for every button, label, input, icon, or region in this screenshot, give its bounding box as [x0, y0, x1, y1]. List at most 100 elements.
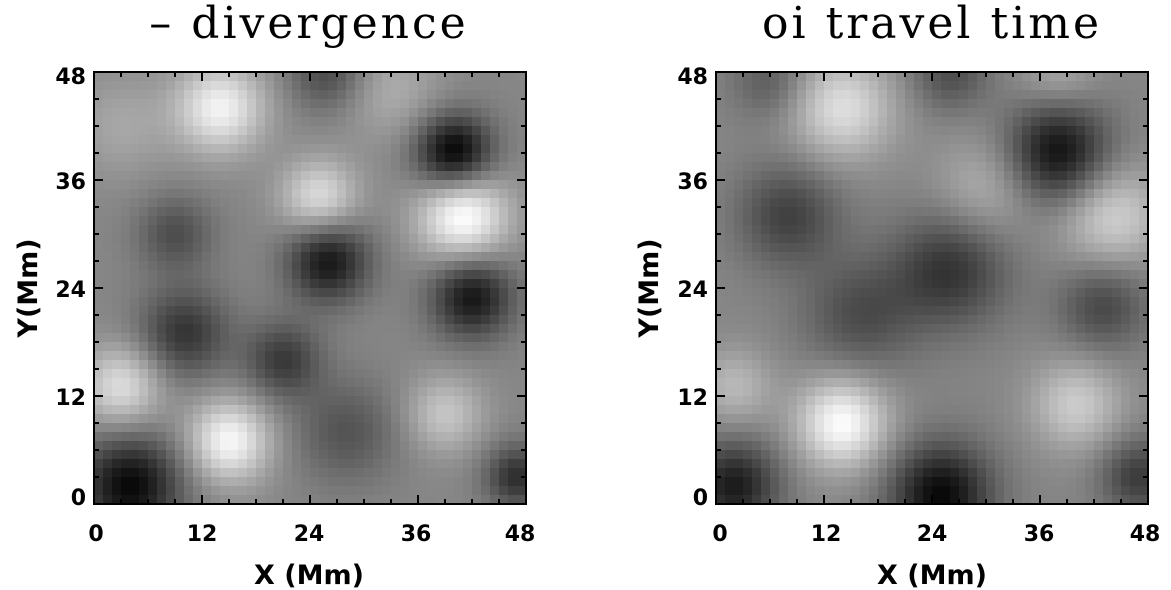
divergence-heatmap-cell [229, 495, 239, 505]
divergence-heatmap-cell [382, 477, 392, 487]
travel-time-heatmap-cell [1139, 198, 1149, 208]
divergence-heatmap-cell [373, 432, 383, 442]
travel-time-heatmap-cell [716, 72, 726, 82]
travel-time-heatmap-cell [986, 351, 996, 361]
divergence-heatmap-cell [319, 396, 329, 406]
divergence-heatmap-cell [103, 180, 113, 190]
travel-time-heatmap-cell [896, 171, 906, 181]
travel-time-heatmap-cell [932, 171, 942, 181]
travel-time-heatmap-cell [1067, 459, 1077, 469]
travel-time-heatmap-cell [779, 333, 789, 343]
travel-time-heatmap-cell [797, 162, 807, 172]
travel-time-heatmap-cell [1013, 225, 1023, 235]
travel-time-heatmap-cell [851, 432, 861, 442]
travel-time-heatmap-cell [797, 342, 807, 352]
divergence-heatmap-cell [346, 72, 356, 82]
travel-time-heatmap-cell [797, 351, 807, 361]
travel-time-heatmap-cell [1031, 378, 1041, 388]
divergence-heatmap-cell [319, 126, 329, 136]
travel-time-heatmap-cell [1067, 306, 1077, 316]
divergence-heatmap-cell [121, 387, 131, 397]
divergence-heatmap-cell [463, 450, 473, 460]
divergence-heatmap-cell [238, 477, 248, 487]
divergence-heatmap-cell [112, 315, 122, 325]
divergence-heatmap-cell [409, 477, 419, 487]
travel-time-heatmap-cell [1103, 297, 1113, 307]
travel-time-heatmap-cell [1013, 270, 1023, 280]
divergence-heatmap-cell [409, 180, 419, 190]
travel-time-heatmap-cell [1121, 270, 1131, 280]
travel-time-heatmap-cell [1031, 261, 1041, 271]
divergence-heatmap-cell [373, 117, 383, 127]
divergence-heatmap-cell [184, 414, 194, 424]
travel-time-heatmap-cell [842, 396, 852, 406]
divergence-heatmap-cell [94, 108, 104, 118]
travel-time-heatmap-cell [986, 378, 996, 388]
travel-time-heatmap-cell [887, 261, 897, 271]
divergence-heatmap-cell [364, 243, 374, 253]
divergence-heatmap-cell [481, 279, 491, 289]
divergence-heatmap-cell [481, 81, 491, 91]
divergence-heatmap-cell [490, 162, 500, 172]
travel-time-heatmap-cell [860, 486, 870, 496]
travel-time-heatmap-cell [1040, 486, 1050, 496]
divergence-heatmap-cell [490, 144, 500, 154]
divergence-heatmap-cell [175, 279, 185, 289]
divergence-heatmap-cell [265, 108, 275, 118]
divergence-heatmap-cell [94, 378, 104, 388]
divergence-heatmap-cell [229, 459, 239, 469]
travel-time-heatmap-cell [1130, 387, 1140, 397]
travel-time-heatmap-cell [779, 252, 789, 262]
divergence-heatmap-cell [319, 486, 329, 496]
travel-time-heatmap-cell [1076, 459, 1086, 469]
divergence-heatmap-cell [274, 99, 284, 109]
divergence-heatmap-cell [364, 108, 374, 118]
travel-time-heatmap-cell [1040, 450, 1050, 460]
divergence-heatmap-cell [184, 225, 194, 235]
travel-time-heatmap-cell [1112, 342, 1122, 352]
travel-time-heatmap-cell [923, 225, 933, 235]
divergence-heatmap-cell [337, 162, 347, 172]
travel-time-heatmap-cell [977, 90, 987, 100]
travel-time-heatmap-cell [716, 405, 726, 415]
travel-time-heatmap-cell [1058, 144, 1068, 154]
travel-time-heatmap-cell [896, 189, 906, 199]
travel-time-heatmap-cell [914, 207, 924, 217]
divergence-heatmap-cell [373, 441, 383, 451]
travel-time-heatmap-cell [743, 297, 753, 307]
divergence-heatmap-cell [409, 126, 419, 136]
travel-time-heatmap-cell [923, 360, 933, 370]
travel-time-heatmap-cell [914, 495, 924, 505]
divergence-heatmap-cell [400, 495, 410, 505]
divergence-heatmap-cell [274, 153, 284, 163]
divergence-heatmap-cell [283, 225, 293, 235]
divergence-heatmap-cell [463, 99, 473, 109]
travel-time-heatmap-cell [842, 423, 852, 433]
divergence-heatmap-cell [355, 288, 365, 298]
travel-time-heatmap-cell [734, 279, 744, 289]
travel-time-heatmap-cell [725, 450, 735, 460]
divergence-heatmap-cell [238, 315, 248, 325]
divergence-heatmap-cell [202, 180, 212, 190]
divergence-heatmap-cell [436, 414, 446, 424]
travel-time-heatmap-cell [869, 99, 879, 109]
travel-time-heatmap-cell [1139, 144, 1149, 154]
divergence-heatmap-cell [508, 486, 518, 496]
travel-time-heatmap-cell [869, 261, 879, 271]
divergence-heatmap-cell [310, 315, 320, 325]
travel-time-heatmap-cell [905, 171, 915, 181]
divergence-heatmap-cell [508, 180, 518, 190]
divergence-heatmap-cell [265, 225, 275, 235]
travel-time-heatmap-cell [1049, 342, 1059, 352]
divergence-heatmap-cell [274, 315, 284, 325]
divergence-heatmap-cell [157, 288, 167, 298]
travel-time-heatmap-cell [1121, 333, 1131, 343]
travel-time-heatmap-cell [959, 486, 969, 496]
travel-time-heatmap-cell [797, 378, 807, 388]
travel-time-heatmap-cell [1040, 396, 1050, 406]
travel-time-heatmap-cell [770, 144, 780, 154]
divergence-heatmap-cell [463, 126, 473, 136]
divergence-heatmap-cell [400, 477, 410, 487]
travel-time-heatmap-cell [1130, 234, 1140, 244]
divergence-heatmap-cell [94, 162, 104, 172]
